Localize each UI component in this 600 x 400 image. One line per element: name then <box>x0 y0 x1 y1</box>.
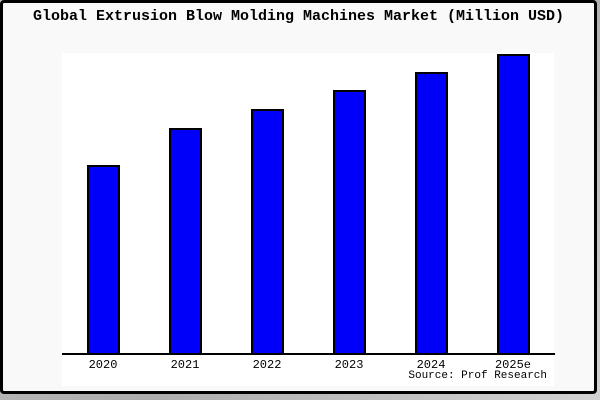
bar-2024 <box>414 72 448 353</box>
bar-slot-2022 <box>226 109 308 353</box>
source-note: Source: Prof Research <box>408 370 547 382</box>
x-axis-line <box>62 353 555 355</box>
x-tick-label-2025e: 2025e <box>494 358 531 372</box>
x-tick-label-2023: 2023 <box>334 358 364 372</box>
bar-slot-2025e <box>472 54 554 353</box>
bar-2023 <box>332 90 366 353</box>
bar-slot-2020 <box>62 165 144 353</box>
bar-slot-2024 <box>390 72 472 353</box>
x-tick-label-2020: 2020 <box>88 358 118 372</box>
x-tick-label-2022: 2022 <box>252 358 282 372</box>
x-tick-label-2024: 2024 <box>416 358 446 372</box>
bar-2022 <box>250 109 284 353</box>
bar-slot-2023 <box>308 90 390 353</box>
x-tick-label-2021: 2021 <box>170 358 200 372</box>
bar-2025e <box>496 54 530 353</box>
bar-slot-2021 <box>144 128 226 353</box>
x-axis-labels: 2020 2021 2022 2023 2024 2025e <box>62 358 554 372</box>
bar-2021 <box>168 128 202 353</box>
chart-title: Global Extrusion Blow Molding Machines M… <box>32 8 565 25</box>
bars-row <box>62 53 554 353</box>
bar-2020 <box>86 165 120 353</box>
plot-area <box>62 53 554 386</box>
